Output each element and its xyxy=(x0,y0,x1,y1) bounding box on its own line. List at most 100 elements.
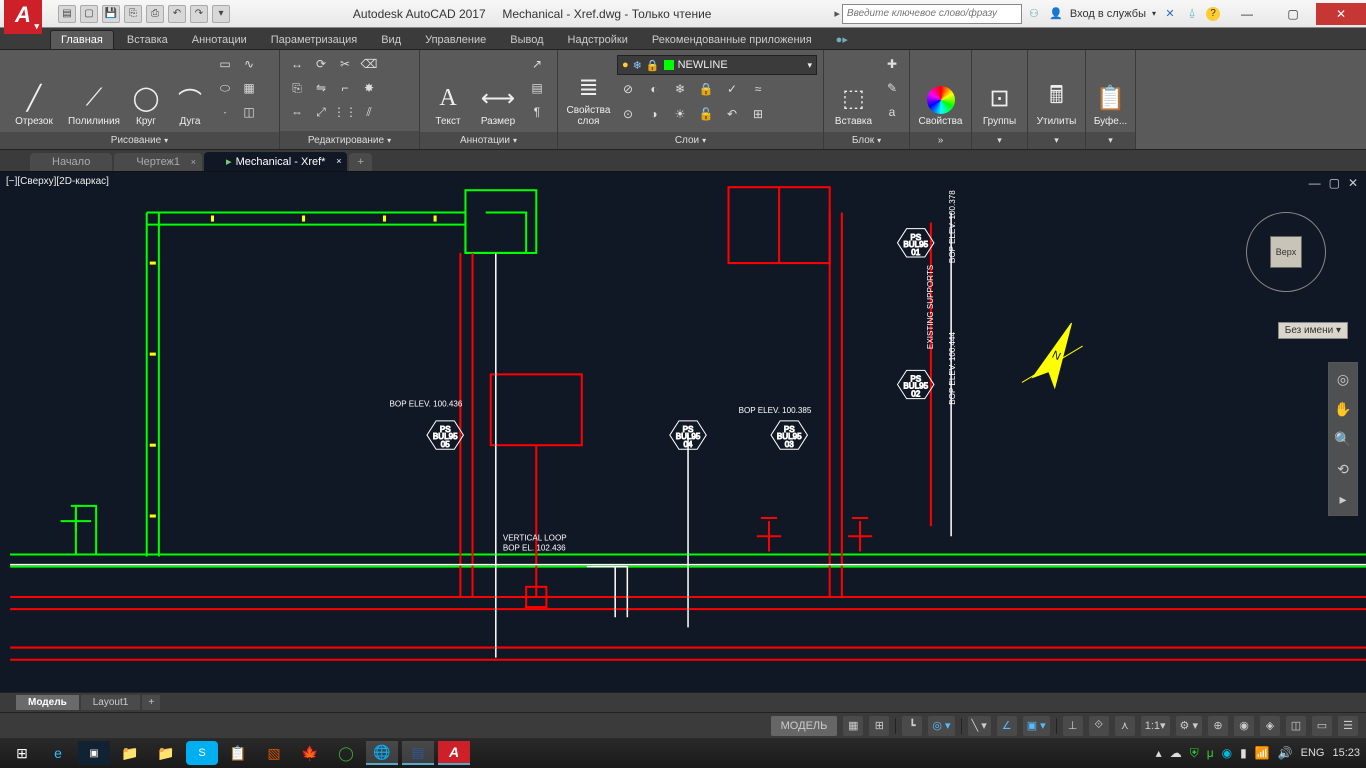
layer-uniso-icon[interactable]: ◑ xyxy=(643,103,665,125)
taskbar-chrome-icon[interactable]: 🌐 xyxy=(366,741,398,765)
hwaccel-icon[interactable]: ◈ xyxy=(1260,716,1280,736)
annoscale-button[interactable]: 1:1 ▾ xyxy=(1141,716,1170,736)
ribbon-tab-insert[interactable]: Вставка xyxy=(116,30,179,49)
tray-network-icon[interactable]: 📶 xyxy=(1255,746,1270,760)
help-search-input[interactable] xyxy=(842,4,1022,24)
region-icon[interactable]: ◫ xyxy=(238,101,260,123)
tray-cloud-icon[interactable]: ☁ xyxy=(1170,746,1182,760)
visual-style-badge[interactable]: Без имени ▾ xyxy=(1278,322,1348,339)
layer-off-icon[interactable]: ⊘ xyxy=(617,78,639,100)
tray-battery-icon[interactable]: ▮ xyxy=(1240,746,1247,760)
attr-icon[interactable]: a xyxy=(881,101,903,123)
panel-layers-title[interactable]: Слои▾ xyxy=(558,132,823,149)
nav-showmotion-icon[interactable]: ▸ xyxy=(1333,489,1353,509)
arc-button[interactable]: ⌒Дуга xyxy=(170,53,210,129)
transparency-toggle[interactable]: ⟐ xyxy=(1089,716,1109,736)
tray-up-icon[interactable]: ▴ xyxy=(1156,746,1162,760)
qat-more-icon[interactable]: ▾ xyxy=(212,5,230,23)
layer-match-icon[interactable]: ≈ xyxy=(747,78,769,100)
spline-icon[interactable]: ∿ xyxy=(238,53,260,75)
viewcube-face[interactable]: Верх xyxy=(1270,236,1302,268)
help-icon[interactable]: ? xyxy=(1206,7,1220,21)
new-tab-button[interactable]: + xyxy=(349,153,371,171)
ribbon-tab-output[interactable]: Вывод xyxy=(499,30,554,49)
layer-lock-icon[interactable]: 🔒 xyxy=(695,78,717,100)
taskbar-folder-icon[interactable]: 📁 xyxy=(150,741,182,765)
snap-toggle[interactable]: ⊞ xyxy=(869,716,889,736)
doc-tab-mechanical[interactable]: ▸Mechanical - Xref*× xyxy=(204,152,347,171)
isolate-icon[interactable]: ◫ xyxy=(1286,716,1306,736)
layer-properties-button[interactable]: ≣Свойства слоя xyxy=(564,53,613,129)
move-icon[interactable]: ↔ xyxy=(286,53,308,75)
taskbar-ie-icon[interactable]: e xyxy=(42,741,74,765)
infocenter-icon[interactable]: ⚇ xyxy=(1026,6,1042,22)
start-button[interactable]: ⊞ xyxy=(6,741,38,765)
taskbar-cmd-icon[interactable]: ▣ xyxy=(78,741,110,765)
taskbar-skype-icon[interactable]: S xyxy=(186,741,218,765)
groups-button[interactable]: ⊡Группы xyxy=(978,53,1021,129)
taskbar-autocad-icon[interactable]: A xyxy=(438,741,470,765)
circle-button[interactable]: ◯Круг xyxy=(126,53,166,129)
qat-open-icon[interactable]: ▢ xyxy=(80,5,98,23)
cycle-toggle[interactable]: ⋏ xyxy=(1115,716,1135,736)
lwdisplay-toggle[interactable]: ⊥ xyxy=(1063,716,1083,736)
scale-icon[interactable]: ⤢ xyxy=(310,101,332,123)
tray-utorrent-icon[interactable]: μ xyxy=(1207,746,1214,760)
table-icon[interactable]: ▤ xyxy=(526,77,548,99)
array-icon[interactable]: ⋮⋮ xyxy=(334,101,356,123)
app-menu-button[interactable]: A xyxy=(4,0,42,34)
ellipse-icon[interactable]: ⬭ xyxy=(214,77,236,99)
ribbon-tab-home[interactable]: Главная xyxy=(50,30,114,49)
layer-make-icon[interactable]: ✓ xyxy=(721,78,743,100)
taskbar-ppt-icon[interactable]: ▧ xyxy=(258,741,290,765)
viewcube[interactable]: Верх xyxy=(1246,212,1326,292)
nav-zoom-icon[interactable]: 🔍 xyxy=(1333,429,1353,449)
close-tab-icon[interactable]: × xyxy=(336,156,341,166)
panel-clipboard-title[interactable]: ▾ xyxy=(1086,132,1135,149)
qat-save-icon[interactable]: 💾 xyxy=(102,5,120,23)
line-button[interactable]: ╱Отрезок xyxy=(6,53,62,129)
exchange-icon[interactable]: ✕ xyxy=(1162,6,1178,22)
osnap-toggle[interactable]: ∠ xyxy=(997,716,1017,736)
panel-groups-title[interactable]: ▾ xyxy=(972,132,1027,149)
text-button[interactable]: AТекст xyxy=(426,53,470,129)
panel-annotation-title[interactable]: Аннотации▾ xyxy=(420,132,557,149)
tray-lang[interactable]: ENG xyxy=(1301,747,1325,759)
layer-dropdown[interactable]: ● ❄ 🔒 NEWLINE ▾ xyxy=(617,55,817,75)
qat-saveas-icon[interactable]: ⎘ xyxy=(124,5,142,23)
nav-wheel-icon[interactable]: ◎ xyxy=(1333,369,1353,389)
close-tab-icon[interactable]: × xyxy=(191,157,196,167)
ribbon-tab-parametric[interactable]: Параметризация xyxy=(260,30,368,49)
copy-icon[interactable]: ⎘ xyxy=(286,77,308,99)
mtext-icon[interactable]: ¶ xyxy=(526,101,548,123)
doc-tab-drawing1[interactable]: Чертеж1× xyxy=(114,153,202,171)
doc-tab-start[interactable]: Начало xyxy=(30,153,112,171)
utilities-button[interactable]: 🖩Утилиты xyxy=(1034,53,1079,129)
properties-button[interactable]: Свойства xyxy=(916,53,965,129)
rect-icon[interactable]: ▭ xyxy=(214,53,236,75)
ribbon-tab-extra[interactable]: ●▸ xyxy=(825,29,859,49)
panel-modify-title[interactable]: Редактирование▾ xyxy=(280,131,419,149)
gear-icon[interactable]: ⚙ ▾ xyxy=(1176,716,1202,736)
tray-volume-icon[interactable]: 🔊 xyxy=(1278,746,1293,760)
workspace-icon[interactable]: ◉ xyxy=(1234,716,1254,736)
grid-toggle[interactable]: ▦ xyxy=(843,716,863,736)
panel-draw-title[interactable]: Рисование▾ xyxy=(0,132,279,149)
customize-status-icon[interactable]: ☰ xyxy=(1338,716,1358,736)
ribbon-tab-annotate[interactable]: Аннотации xyxy=(181,30,258,49)
stretch-icon[interactable]: ⇔ xyxy=(286,101,308,123)
panel-utilities-title[interactable]: ▾ xyxy=(1028,132,1085,149)
rotate-icon[interactable]: ⟳ xyxy=(310,53,332,75)
new-layout-button[interactable]: + xyxy=(142,695,160,710)
ribbon-tab-addins[interactable]: Надстройки xyxy=(557,30,639,49)
create-block-icon[interactable]: ✚ xyxy=(881,53,903,75)
clean-screen-icon[interactable]: ▭ xyxy=(1312,716,1332,736)
point-icon[interactable]: ∙ xyxy=(214,101,236,123)
nav-pan-icon[interactable]: ✋ xyxy=(1333,399,1353,419)
tray-shield-icon[interactable]: ⛨ xyxy=(1190,746,1199,761)
layer-thaw-icon[interactable]: ☀ xyxy=(669,103,691,125)
a360-icon[interactable]: ⍙ xyxy=(1184,6,1200,22)
polyline-button[interactable]: ⟋Полилиния xyxy=(66,53,122,129)
qat-plot-icon[interactable]: ⎙ xyxy=(146,5,164,23)
qat-new-icon[interactable]: ▤ xyxy=(58,5,76,23)
